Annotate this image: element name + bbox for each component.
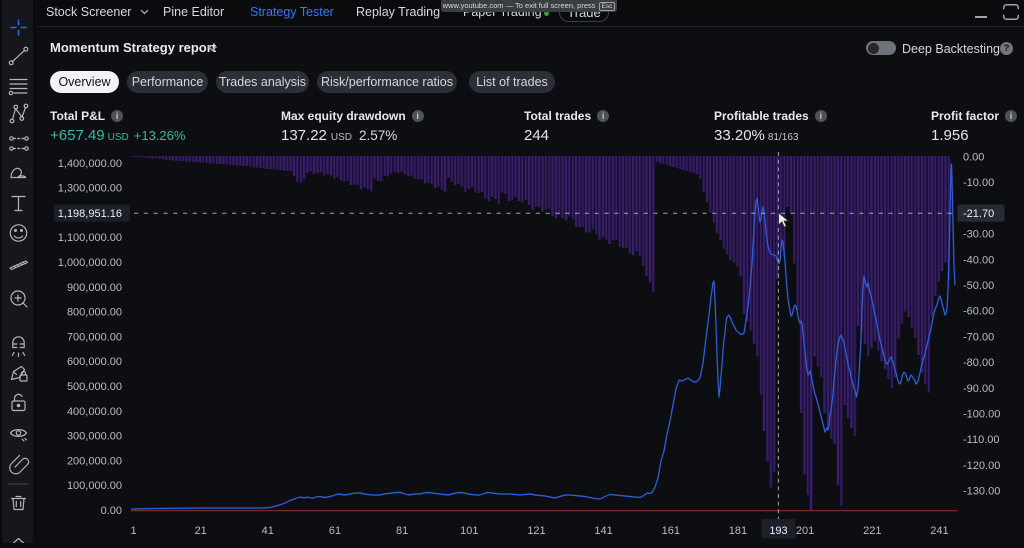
svg-text:241: 241 (930, 525, 948, 537)
svg-text:100,000.00: 100,000.00 (67, 480, 122, 492)
svg-text:1,300,000.00: 1,300,000.00 (58, 183, 122, 195)
svg-text:61: 61 (329, 525, 341, 537)
svg-text:400,000.00: 400,000.00 (67, 406, 122, 418)
svg-text:41: 41 (262, 525, 274, 537)
svg-text:1,198,951.16: 1,198,951.16 (58, 208, 122, 220)
svg-text:700,000.00: 700,000.00 (67, 331, 122, 343)
svg-text:-30.00: -30.00 (963, 229, 994, 241)
svg-text:900,000.00: 900,000.00 (67, 282, 122, 294)
svg-text:81: 81 (396, 525, 408, 537)
svg-text:201: 201 (796, 525, 814, 537)
svg-text:161: 161 (662, 525, 680, 537)
svg-text:-70.00: -70.00 (963, 331, 994, 343)
svg-text:-60.00: -60.00 (963, 306, 994, 318)
svg-text:101: 101 (460, 525, 478, 537)
svg-text:221: 221 (863, 525, 881, 537)
svg-text:121: 121 (527, 525, 545, 537)
svg-text:500,000.00: 500,000.00 (67, 381, 122, 393)
svg-text:-120.00: -120.00 (963, 460, 1000, 472)
svg-text:-110.00: -110.00 (963, 434, 1000, 446)
svg-text:300,000.00: 300,000.00 (67, 431, 122, 443)
svg-text:600,000.00: 600,000.00 (67, 356, 122, 368)
svg-text:-10.00: -10.00 (963, 177, 994, 189)
svg-text:800,000.00: 800,000.00 (67, 307, 122, 319)
svg-text:193: 193 (769, 525, 787, 537)
svg-text:-50.00: -50.00 (963, 280, 994, 292)
svg-text:-90.00: -90.00 (963, 383, 994, 395)
svg-text:-130.00: -130.00 (963, 486, 1000, 498)
svg-text:-80.00: -80.00 (963, 357, 994, 369)
svg-text:-40.00: -40.00 (963, 254, 994, 266)
svg-text:181: 181 (729, 525, 747, 537)
svg-text:1: 1 (130, 525, 136, 537)
svg-text:-21.70: -21.70 (963, 208, 994, 220)
svg-text:1,100,000.00: 1,100,000.00 (58, 232, 122, 244)
svg-text:-100.00: -100.00 (963, 409, 1000, 421)
svg-text:1,400,000.00: 1,400,000.00 (58, 158, 122, 170)
svg-text:21: 21 (195, 525, 207, 537)
svg-text:0.00: 0.00 (101, 505, 122, 517)
svg-text:0.00: 0.00 (963, 152, 984, 164)
svg-text:141: 141 (594, 525, 612, 537)
svg-text:1,000,000.00: 1,000,000.00 (58, 257, 122, 269)
svg-text:200,000.00: 200,000.00 (67, 455, 122, 467)
